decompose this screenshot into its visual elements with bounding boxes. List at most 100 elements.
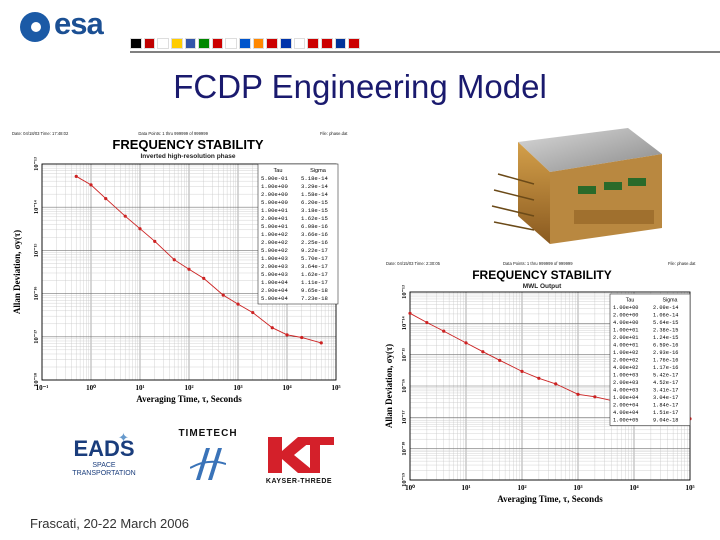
x-tick-label: 10⁵ [685, 484, 694, 492]
data-point [300, 335, 304, 340]
x-tick-label: 10⁴ [629, 484, 639, 492]
data-point [537, 376, 541, 380]
y-tick-label: 10⁻¹⁷ [33, 330, 40, 344]
table-cell-sigma: 3.66e-16 [301, 231, 328, 238]
x-tick-label: 10⁴ [282, 384, 292, 392]
y-tick-label: 10⁻¹³ [33, 157, 40, 171]
table-cell-tau: 1.00e+00 [261, 183, 288, 190]
table-cell-sigma: 1.58e-14 [301, 191, 328, 198]
data-point [89, 183, 93, 187]
table-cell-sigma: 3.41e-17 [653, 388, 678, 394]
data-point [481, 350, 485, 354]
flag-swatch [143, 38, 156, 49]
flag-swatch [157, 38, 169, 49]
x-tick-label: 10¹ [461, 484, 470, 492]
flag-swatch [170, 38, 183, 49]
x-tick-label: 10² [517, 484, 526, 492]
table-cell-tau: 1.00e+03 [261, 255, 288, 262]
data-point [202, 276, 206, 280]
table-cell-sigma: 9.22e-17 [301, 247, 328, 254]
table-cell-sigma: 1.62e-15 [301, 215, 328, 222]
table-cell-sigma: 6.20e-15 [301, 199, 328, 206]
table-cell-tau: 5.00e+00 [261, 199, 288, 206]
data-point [123, 214, 127, 218]
table-cell-tau: 4.00e+01 [613, 343, 638, 349]
table-cell-sigma: 5.70e-17 [301, 255, 328, 262]
table-cell-tau: 1.00e+02 [261, 231, 288, 238]
data-point [153, 239, 157, 243]
table-cell-sigma: 5.64e-15 [653, 320, 678, 326]
timetech-logo: TIMETECH [168, 426, 248, 484]
frequency-stability-chart-1: Date: 04/18/03 Time: 17:48:02 Data Points… [8, 128, 370, 410]
flag-swatch [334, 38, 347, 49]
x-tick-label: 10⁰ [86, 384, 96, 392]
table-cell-tau: 2.00e+04 [613, 403, 638, 409]
data-point [74, 174, 78, 178]
chart-header-left: Date: 04/18/03 Time: 17:48:02 [12, 131, 69, 136]
y-tick-label: 10⁻¹⁶ [33, 287, 40, 301]
table-cell-sigma: 5.42e-17 [653, 373, 678, 379]
kayser-threde-logo: KAYSER-THREDE [262, 433, 336, 486]
data-point [464, 341, 468, 345]
header-divider [130, 51, 720, 53]
table-cell-tau: 1.00e+05 [613, 418, 638, 424]
flag-swatch [280, 38, 292, 49]
table-cell-tau: 4.00e+04 [613, 410, 638, 416]
table-cell-tau: 2.00e+04 [261, 287, 288, 294]
esa-logo-text: esa [54, 6, 104, 41]
esa-logo-mark [20, 12, 50, 42]
member-flags-bar [130, 38, 360, 49]
data-point [442, 329, 446, 333]
table-cell-tau: 1.00e+03 [613, 373, 638, 379]
eads-logo-line1: EADS [73, 436, 135, 461]
flag-swatch [293, 38, 306, 49]
table-cell-tau: 4.00e+02 [613, 365, 638, 371]
table-cell-sigma: 1.62e-17 [301, 271, 328, 278]
slide-title: FCDP Engineering Model [173, 68, 547, 105]
stats-table-frame [257, 163, 339, 305]
table-cell-tau: 1.00e+04 [261, 279, 288, 286]
y-tick-label: 10⁻¹³ [401, 285, 408, 299]
flag-swatch [198, 38, 210, 49]
data-point [576, 392, 580, 396]
table-cell-tau: 2.00e+03 [613, 380, 638, 386]
y-tick-label: 10⁻¹⁵ [33, 243, 40, 257]
x-tick-label: 10¹ [135, 384, 144, 392]
data-point [187, 267, 191, 271]
table-cell-sigma: 2.09e-14 [653, 305, 678, 311]
table-cell-tau: 1.00e+00 [613, 305, 638, 311]
kayser-threde-k-icon [262, 433, 336, 477]
data-point [172, 258, 176, 262]
table-cell-tau: 5.00e+02 [261, 247, 288, 254]
data-point [593, 395, 597, 399]
engineering-model-photo [491, 128, 662, 244]
y-tick-label: 10⁻¹⁴ [33, 200, 40, 214]
data-point [554, 382, 558, 386]
y-tick-label: 10⁻¹⁸ [33, 373, 40, 387]
table-cell-sigma: 2.25e-16 [301, 239, 328, 246]
kayser-threde-text: KAYSER-THREDE [265, 478, 333, 485]
table-cell-tau: 2.00e+00 [613, 313, 638, 319]
table-cell-tau: 5.00e+01 [261, 223, 288, 230]
timetech-logo-text: TIMETECH [178, 428, 238, 439]
table-cell-sigma: 1.17e-16 [653, 365, 678, 371]
table-cell-tau: 2.00e+01 [261, 215, 288, 222]
table-cell-tau: 4.00e+03 [613, 388, 638, 394]
y-tick-label: 10⁻¹⁴ [401, 316, 408, 330]
flag-swatch [130, 38, 142, 49]
table-cell-sigma: 1.51e-17 [653, 410, 678, 416]
star-icon: ✦ [118, 430, 129, 445]
flag-swatch [266, 38, 279, 49]
data-point [425, 320, 429, 325]
eads-logo: EADS SPACE TRANSPORTATION ✦ [48, 428, 160, 482]
table-cell-tau: 2.00e+03 [261, 263, 288, 270]
table-cell-tau: 2.00e+02 [613, 358, 638, 364]
chart-header-right: File: phase.dat [668, 261, 696, 266]
eads-logo-line2: SPACE [92, 462, 116, 469]
table-cell-tau: 1.00e+04 [613, 395, 638, 401]
flag-swatch [239, 38, 251, 49]
table-header-tau: Tau [626, 298, 635, 304]
data-point [221, 293, 225, 297]
table-cell-sigma: 5.18e-14 [301, 175, 328, 182]
chart-header-right: File: phase.dat [320, 131, 348, 136]
